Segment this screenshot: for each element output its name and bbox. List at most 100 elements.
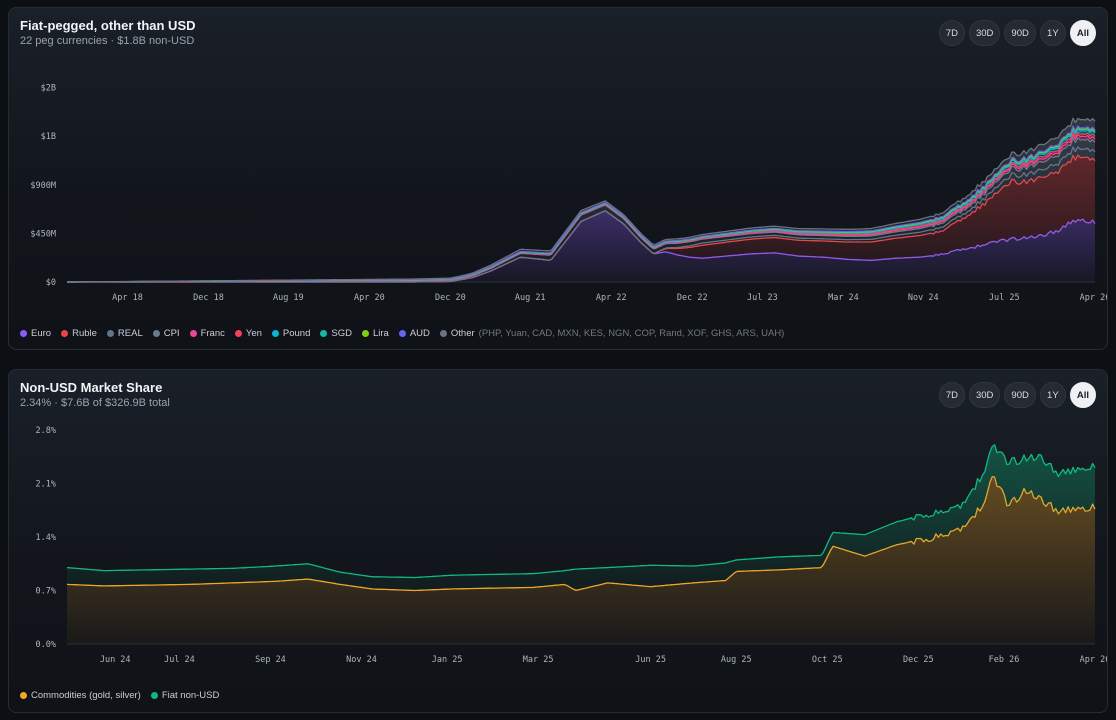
x-tick-label: Apr 20	[354, 293, 385, 303]
x-tick-label: Jun 25	[635, 655, 666, 665]
x-tick-label: Dec 22	[677, 293, 708, 303]
chart-subtitle: 22 peg currencies · $1.8B non-USD	[20, 35, 195, 47]
legend-item[interactable]: Lira	[361, 328, 389, 339]
legend-item[interactable]: Other (PHP, Yuan, CAD, MXN, KES, NGN, COP…	[439, 328, 785, 339]
legend-item[interactable]: Franc	[189, 328, 225, 339]
legend-label: SGD	[331, 328, 352, 339]
x-tick-label: Apr 26	[1080, 293, 1107, 303]
x-tick-label: Jul 23	[747, 293, 778, 303]
series-area-fiat-non-usd	[67, 444, 1095, 591]
x-tick-label: Jul 25	[989, 293, 1020, 303]
range-90d-button[interactable]: 90D	[1004, 382, 1036, 408]
x-tick-label: Jan 25	[432, 655, 463, 665]
legend-item[interactable]: CPI	[152, 328, 180, 339]
legend-dot-icon	[271, 330, 279, 337]
legend-label: AUD	[409, 328, 430, 339]
legend-item[interactable]: REAL	[106, 328, 143, 339]
x-tick-label: Feb 26	[989, 655, 1020, 665]
y-tick-label: $2B	[41, 84, 56, 94]
range-30d-button[interactable]: 30D	[968, 382, 1001, 408]
series-line-fiat-non-usd	[66, 444, 1096, 579]
x-tick-label: Mar 25	[523, 655, 554, 665]
legend-label: Commodities (gold, silver)	[31, 690, 141, 701]
fiat-pegged-area-chart[interactable]: $0 $450M $900M $1B $2B Apr 18 Dec 18 Aug 19 Apr …	[9, 8, 1107, 350]
x-tick-label: Apr 26	[1080, 655, 1107, 665]
y-tick-label: 1.4%	[36, 533, 56, 543]
legend-dot-icon	[20, 330, 27, 337]
legend-dot-icon	[320, 330, 328, 337]
legend-dot-icon	[361, 330, 369, 337]
market-share-card: Non-USD Market Share 2.34% · $7.6B of $3…	[8, 369, 1108, 713]
legend-label: Ruble	[72, 328, 97, 339]
legend-label: Franc	[200, 328, 225, 339]
x-tick-label: Dec 20	[435, 293, 466, 303]
legend-dot-icon	[398, 330, 406, 337]
legend-item[interactable]: Pound	[271, 328, 311, 339]
y-tick-label: $0	[46, 278, 56, 288]
range-all-button[interactable]: All	[1069, 20, 1096, 46]
legend-item[interactable]: Euro	[20, 328, 51, 339]
legend-item[interactable]: SGD	[320, 328, 352, 339]
y-tick-label: 0.0%	[36, 640, 56, 650]
legend-item[interactable]: Yen	[234, 328, 262, 339]
chart-legend: Euro Ruble REAL CPI Franc Yen Pound SGD Lira AUD O…	[20, 328, 784, 339]
legend-dot-icon	[189, 330, 197, 337]
chart-title: Fiat-pegged, other than USD	[20, 18, 196, 33]
market-share-area-chart[interactable]: 0.0%0.7%1.4%2.1%2.8%Jun 24 Jul 24 Sep 24 No…	[9, 370, 1107, 713]
legend-dot-icon	[20, 692, 27, 699]
x-tick-label: Dec 18	[193, 293, 224, 303]
fiat-pegged-card: Fiat-pegged, other than USD 22 peg curre…	[8, 7, 1108, 350]
legend-dot-icon	[234, 330, 242, 337]
chart-title: Non-USD Market Share	[20, 380, 163, 395]
legend-label: Other	[450, 328, 475, 339]
legend-label: Lira	[372, 328, 389, 339]
legend-item[interactable]: Ruble	[61, 328, 97, 339]
y-tick-label: 0.7%	[36, 587, 56, 597]
x-tick-label: Aug 21	[515, 293, 546, 303]
y-tick-label: $900M	[30, 181, 56, 191]
range-90d-button[interactable]: 90D	[1004, 20, 1036, 46]
legend-item[interactable]: Commodities (gold, silver)	[20, 690, 141, 701]
range-30d-button[interactable]: 30D	[968, 20, 1001, 46]
range-selector: 7D 30D 90D 1Y All	[938, 20, 1096, 46]
legend-dot-icon	[150, 692, 158, 699]
y-tick-label: 2.1%	[36, 480, 56, 490]
legend-dot-icon	[439, 330, 447, 337]
x-tick-label: Dec 25	[903, 655, 934, 665]
y-tick-label: $450M	[30, 229, 56, 239]
range-selector: 7D 30D 90D 1Y All	[938, 382, 1096, 408]
range-7d-button[interactable]: 7D	[938, 382, 965, 408]
legend-dot-icon	[152, 330, 160, 337]
x-tick-label: Mar 24	[828, 293, 859, 303]
x-tick-label: Apr 18	[112, 293, 143, 303]
y-tick-label: 2.8%	[36, 426, 56, 436]
legend-label: REAL	[117, 328, 143, 339]
legend-dot-icon	[106, 330, 114, 337]
legend-label: Euro	[31, 328, 52, 339]
x-tick-label: Aug 19	[273, 293, 304, 303]
range-all-button[interactable]: All	[1069, 382, 1096, 408]
y-tick-label: $1B	[41, 132, 56, 142]
legend-item[interactable]: AUD	[398, 328, 430, 339]
legend-dot-icon	[61, 330, 69, 337]
range-1y-button[interactable]: 1Y	[1039, 20, 1066, 46]
legend-label: Yen	[245, 328, 262, 339]
x-tick-label: Jun 24	[100, 655, 131, 665]
range-7d-button[interactable]: 7D	[938, 20, 965, 46]
legend-note: (PHP, Yuan, CAD, MXN, KES, NGN, COP, Ran…	[478, 328, 785, 339]
chart-legend: Commodities (gold, silver) Fiat non-USD	[20, 690, 219, 701]
legend-label: Pound	[282, 328, 311, 339]
legend-item[interactable]: Fiat non-USD	[150, 690, 220, 701]
x-tick-label: Sep 24	[255, 655, 286, 665]
series-area-ruble	[67, 155, 1095, 282]
x-tick-label: Aug 25	[721, 655, 752, 665]
series-area-euro	[67, 210, 1095, 282]
x-tick-label: Nov 24	[908, 293, 939, 303]
series-area-commodities-gold-silver-	[67, 476, 1095, 644]
chart-subtitle: 2.34% · $7.6B of $326.9B total	[20, 397, 170, 409]
range-1y-button[interactable]: 1Y	[1039, 382, 1066, 408]
legend-label: Fiat non-USD	[161, 690, 220, 701]
legend-label: CPI	[163, 328, 180, 339]
x-tick-label: Jul 24	[164, 655, 195, 665]
series-line-other	[67, 117, 1096, 283]
